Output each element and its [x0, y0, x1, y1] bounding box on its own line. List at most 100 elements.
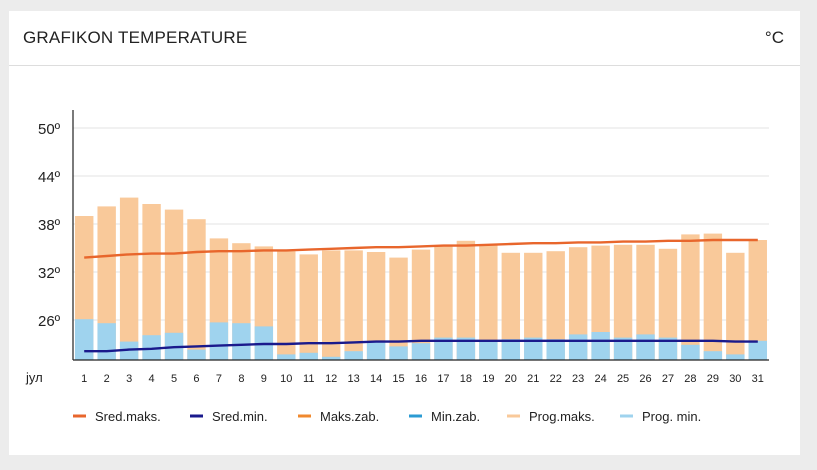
legend-item: Maks.zab.: [298, 409, 379, 424]
x-tick-label: 18: [460, 373, 472, 385]
bar: [726, 252, 745, 360]
y-tick-label: 44º: [38, 169, 61, 186]
bar: [613, 337, 633, 360]
bar: [321, 356, 341, 360]
x-tick-label: 2: [104, 373, 110, 385]
bar: [591, 245, 610, 360]
bar: [501, 252, 521, 360]
legend-label: Prog. min.: [642, 409, 701, 424]
legend-item: Sred.maks.: [73, 409, 161, 424]
bar: [389, 346, 408, 360]
bar: [613, 244, 633, 360]
bar: [681, 344, 700, 360]
y-tick-label: 50º: [38, 121, 61, 138]
x-tick-label: 4: [149, 373, 155, 385]
x-tick-label: 27: [662, 373, 674, 385]
y-tick-label: 26º: [38, 313, 61, 330]
x-tick-label: 12: [325, 373, 337, 385]
x-tick-label: 19: [482, 373, 494, 385]
bar: [75, 319, 94, 360]
legend-item: Prog.maks.: [507, 409, 595, 424]
x-tick-label: 26: [639, 373, 651, 385]
bar: [187, 349, 206, 360]
bar: [524, 252, 543, 360]
bar: [119, 197, 139, 360]
x-tick-label: 30: [729, 373, 741, 385]
bar: [97, 206, 116, 360]
x-tick-label: 16: [415, 373, 427, 385]
bar: [164, 209, 184, 360]
bar: [366, 252, 386, 360]
bar: [658, 337, 678, 360]
legend-label: Sred.min.: [212, 409, 268, 424]
bar: [321, 250, 341, 360]
x-tick-label: 10: [280, 373, 292, 385]
bar: [636, 334, 655, 360]
bar: [726, 354, 745, 360]
x-tick-label: 8: [238, 373, 244, 385]
bar: [209, 322, 229, 360]
bar: [97, 323, 116, 360]
bar: [299, 254, 318, 360]
bar: [681, 234, 700, 360]
chart-title: GRAFIKON TEMPERATURE: [23, 28, 248, 47]
x-tick-label: 24: [594, 373, 606, 385]
card-header: GRAFIKON TEMPERATURE °C: [9, 11, 800, 66]
bar: [434, 337, 453, 360]
bar: [748, 340, 767, 360]
legend-label: Maks.zab.: [320, 409, 379, 424]
bar: [591, 332, 610, 360]
bar: [546, 339, 565, 360]
bar: [299, 352, 318, 360]
x-tick-label: 29: [707, 373, 719, 385]
x-tick-label: 20: [505, 373, 517, 385]
bar: [524, 337, 543, 360]
bar: [232, 323, 251, 360]
bar: [277, 354, 296, 360]
bar: [703, 233, 723, 360]
bar: [546, 251, 565, 360]
unit-label: °C: [764, 28, 784, 47]
bar: [456, 337, 476, 360]
x-tick-label: 9: [261, 373, 267, 385]
x-tick-label: 7: [216, 373, 222, 385]
x-tick-label: 25: [617, 373, 629, 385]
legend-item: Sred.min.: [190, 409, 268, 424]
bar: [366, 342, 386, 360]
month-label: јул: [25, 370, 43, 385]
x-tick-label: 6: [193, 373, 199, 385]
x-tick-label: 5: [171, 373, 177, 385]
x-tick-label: 11: [303, 373, 314, 385]
y-tick-label: 32º: [38, 265, 61, 282]
x-tick-label: 3: [126, 373, 132, 385]
bar: [568, 334, 588, 360]
x-tick-label: 1: [81, 373, 87, 385]
bar: [187, 219, 206, 360]
series-line: [84, 238, 758, 259]
bar: [411, 249, 431, 360]
x-tick-label: 21: [527, 373, 539, 385]
bar: [456, 240, 476, 360]
bar: [389, 257, 408, 360]
bar: [434, 246, 453, 360]
bar: [479, 244, 498, 360]
bar: [479, 340, 498, 360]
legend-item: Min.zab.: [409, 409, 480, 424]
legend-label: Sred.maks.: [95, 409, 161, 424]
x-tick-label: 17: [437, 373, 449, 385]
bar: [344, 250, 363, 360]
bar: [636, 244, 655, 360]
x-tick-label: 23: [572, 373, 584, 385]
legend-item: Prog. min.: [620, 409, 701, 424]
x-tick-label: 14: [370, 373, 382, 385]
bar: [501, 339, 521, 360]
x-tick-label: 13: [348, 373, 360, 385]
temperature-chart-card: GRAFIKON TEMPERATURE °C: [9, 11, 800, 455]
bar: [568, 247, 588, 360]
bar: [658, 248, 678, 360]
x-tick-label: 22: [550, 373, 562, 385]
y-tick-label: 38º: [38, 217, 61, 234]
x-tick-label: 28: [684, 373, 696, 385]
bar: [411, 343, 431, 360]
